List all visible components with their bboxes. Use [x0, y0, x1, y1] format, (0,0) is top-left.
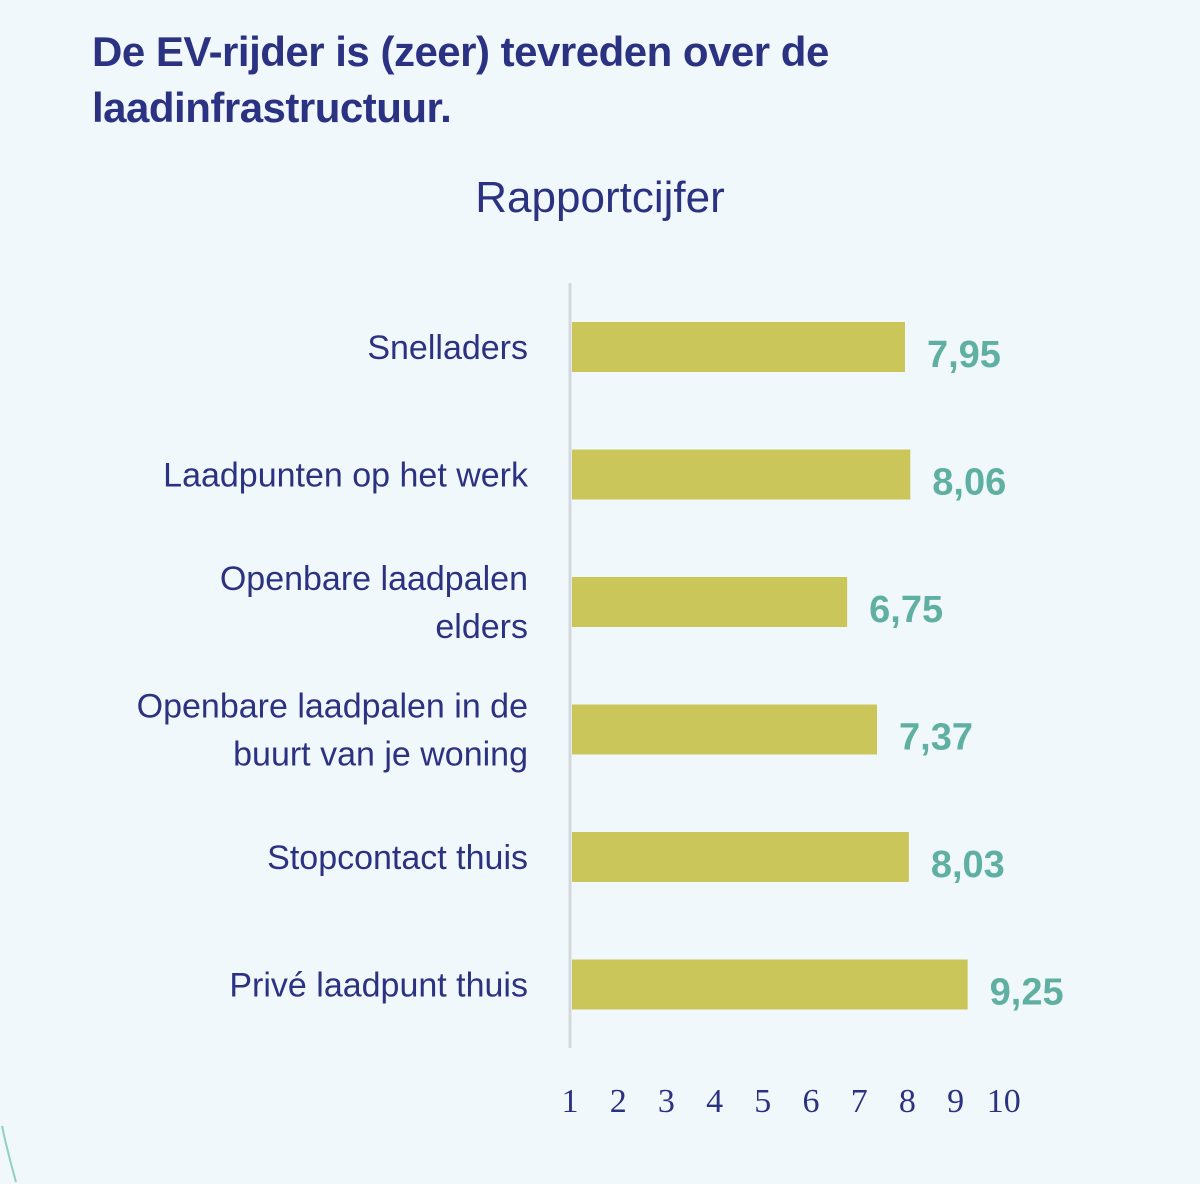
- category-label-line: elders: [435, 608, 528, 646]
- value-labels: 7,95 8,06 6,75 7,37 8,03 9,25: [869, 334, 1063, 1014]
- category-label-line: Laadpunten op het werk: [163, 457, 529, 495]
- x-tick-label: 4: [706, 1083, 723, 1120]
- bar: [572, 959, 968, 1010]
- bar: [572, 832, 909, 882]
- x-tick-label: 8: [899, 1083, 916, 1120]
- category-label: Laadpunten op het werk: [163, 457, 529, 495]
- category-label: Snelladers: [367, 329, 528, 367]
- category-labels: Snelladers Laadpunten op het werk Openbare…: [137, 329, 529, 1005]
- value-label: 7,95: [927, 334, 1001, 376]
- chart-subtitle: Rapportcijfer: [475, 173, 725, 222]
- x-tick-label: 6: [803, 1083, 820, 1120]
- decorative-curve: [1, 1125, 17, 1183]
- x-tick-label: 3: [658, 1083, 675, 1120]
- bar: [572, 449, 911, 500]
- category-label-line: Openbare laadpalen in de: [137, 688, 528, 726]
- x-tick-label: 9: [947, 1083, 964, 1120]
- category-label-line: Privé laadpunt thuis: [229, 967, 528, 1005]
- value-label: 8,06: [932, 462, 1006, 504]
- bar: [572, 704, 878, 755]
- bar: [572, 322, 905, 372]
- category-label: Openbare laadpalen elders: [220, 560, 528, 646]
- x-tick-label: 10: [987, 1083, 1021, 1120]
- category-label: Openbare laadpalen in de buurt van je won…: [137, 688, 528, 774]
- value-label: 8,03: [931, 844, 1005, 886]
- value-label: 7,37: [899, 717, 973, 759]
- value-label: 6,75: [869, 589, 943, 631]
- bars-group: [572, 322, 968, 1010]
- x-tick-label: 5: [754, 1083, 771, 1120]
- bar: [572, 577, 848, 627]
- category-label-line: Openbare laadpalen: [220, 560, 528, 598]
- category-label: Privé laadpunt thuis: [229, 967, 528, 1005]
- value-label: 9,25: [990, 972, 1064, 1014]
- x-tick-label: 7: [851, 1083, 868, 1120]
- category-label-line: buurt van je woning: [233, 736, 528, 774]
- category-label-line: Snelladers: [367, 329, 528, 367]
- category-label: Stopcontact thuis: [267, 839, 528, 877]
- x-tick-labels: 1 2 3 4 5 6 7 8 9 10: [562, 1083, 1021, 1120]
- category-label-line: Stopcontact thuis: [267, 839, 528, 877]
- x-tick-label: 1: [562, 1083, 579, 1120]
- page-title: De EV-rijder is (zeer) tevreden over de …: [92, 28, 829, 131]
- x-tick-label: 2: [610, 1083, 627, 1120]
